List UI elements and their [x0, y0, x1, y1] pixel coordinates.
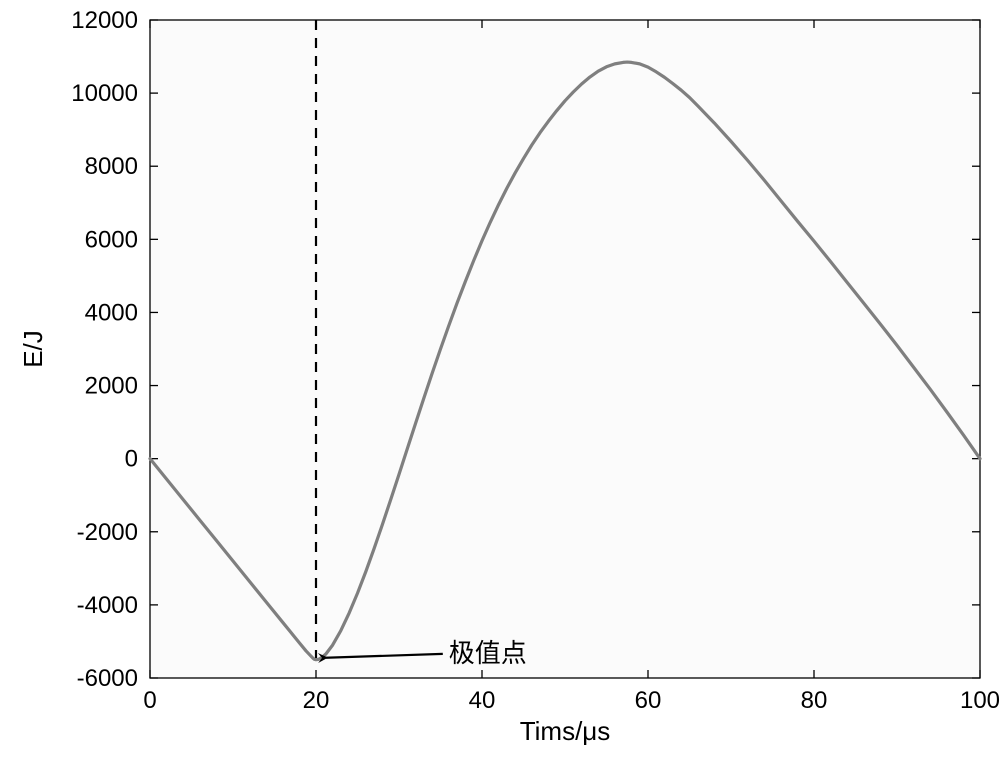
plot-area: [150, 20, 980, 678]
y-tick-label: 12000: [71, 7, 138, 34]
y-tick-label: 0: [125, 446, 138, 473]
y-tick-label: -2000: [77, 519, 138, 546]
x-tick-label: 60: [635, 687, 662, 714]
line-chart: 0 20 40 60 80 100 -6000 -4000 -2000 0 2000 4000 6000…: [0, 0, 1000, 758]
y-tick-label: 2000: [85, 373, 138, 400]
y-tick-label: 8000: [85, 153, 138, 180]
y-tick-label: -4000: [77, 592, 138, 619]
x-axis-label: Tims/μs: [520, 716, 611, 746]
y-axis-label: E/J: [18, 330, 48, 368]
y-tick-label: -6000: [77, 665, 138, 692]
x-tick-label: 80: [801, 687, 828, 714]
chart-container: 0 20 40 60 80 100 -6000 -4000 -2000 0 2000 4000 6000…: [0, 0, 1000, 758]
x-tick-label: 0: [143, 687, 156, 714]
x-tick-label: 100: [960, 687, 1000, 714]
annotation-label: 极值点: [449, 638, 527, 668]
y-tick-label: 4000: [85, 299, 138, 326]
y-tick-label: 10000: [71, 80, 138, 107]
y-tick-label: 6000: [85, 226, 138, 253]
x-tick-label: 40: [469, 687, 496, 714]
x-tick-label: 20: [303, 687, 330, 714]
